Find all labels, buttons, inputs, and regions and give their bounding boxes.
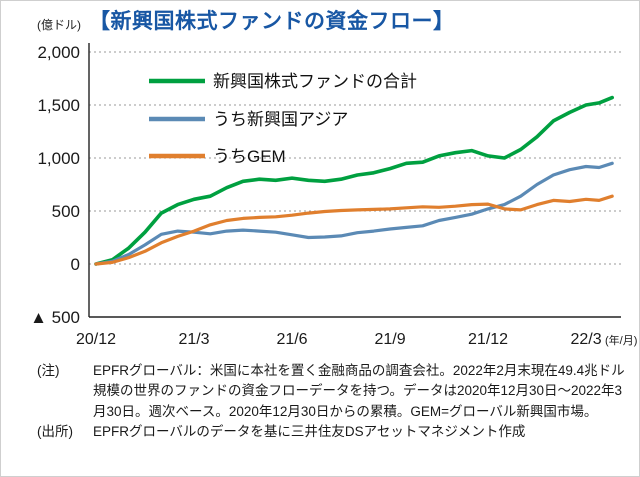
page-title: 【新興国株式ファンドの資金フロー】 [89, 10, 455, 33]
y-tick-label: 0 [71, 255, 80, 274]
note-label: (注) [37, 363, 60, 378]
legend-label-1: 新興国株式ファンドの合計 [213, 72, 417, 91]
legend-label-3: うちGEM [213, 147, 286, 166]
note-text: EPFRグローバル：米国に本社を置く金融商品の調査会社。2022年2月末現在49… [93, 363, 625, 419]
x-tick-label: 22/3 [570, 331, 601, 348]
y-tick-label: 1,500 [37, 96, 80, 115]
legend-label-2: うち新興国アジア [213, 110, 348, 129]
x-tick-label: 21/9 [374, 331, 405, 348]
x-tick-label: 20/12 [76, 331, 116, 348]
chart-area: 2,000 1,500 1,000 500 0 ▲ 500 20/12 21/3 21/6 21/… [1, 35, 640, 357]
x-tick-label: 21/6 [276, 331, 307, 348]
y-tick-label: 500 [52, 202, 80, 221]
y-tick-label: 2,000 [37, 43, 80, 62]
source-text: EPFRグローバルのデータを基に三井住友DSアセットマネジメント作成 [93, 423, 526, 439]
x-tick-label: 21/12 [468, 331, 508, 348]
flow-chart-svg: 2,000 1,500 1,000 500 0 ▲ 500 20/12 21/3 21/6 21/… [30, 43, 637, 348]
notes-section: (注) EPFRグローバル：米国に本社を置く金融商品の調査会社。2022年2月末… [1, 357, 639, 442]
series-line-2 [94, 161, 614, 266]
y-tick-label: 1,000 [37, 149, 80, 168]
y-axis-unit-label: (億ドル) [37, 18, 81, 32]
x-unit-label: (年/月) [605, 333, 637, 347]
source-label: (出所) [37, 423, 73, 439]
series-line-1 [94, 95, 615, 266]
series-line-3 [94, 194, 614, 266]
note-row: (注) EPFRグローバル：米国に本社を置く金融商品の調査会社。2022年2月末… [37, 361, 625, 422]
x-tick-label: 21/3 [178, 331, 209, 348]
header: (億ドル) 【新興国株式ファンドの資金フロー】 [1, 1, 639, 35]
source-row: (出所) EPFRグローバルのデータを基に三井住友DSアセットマネジメント作成 [37, 422, 625, 442]
y-tick-label: ▲ 500 [30, 308, 80, 327]
